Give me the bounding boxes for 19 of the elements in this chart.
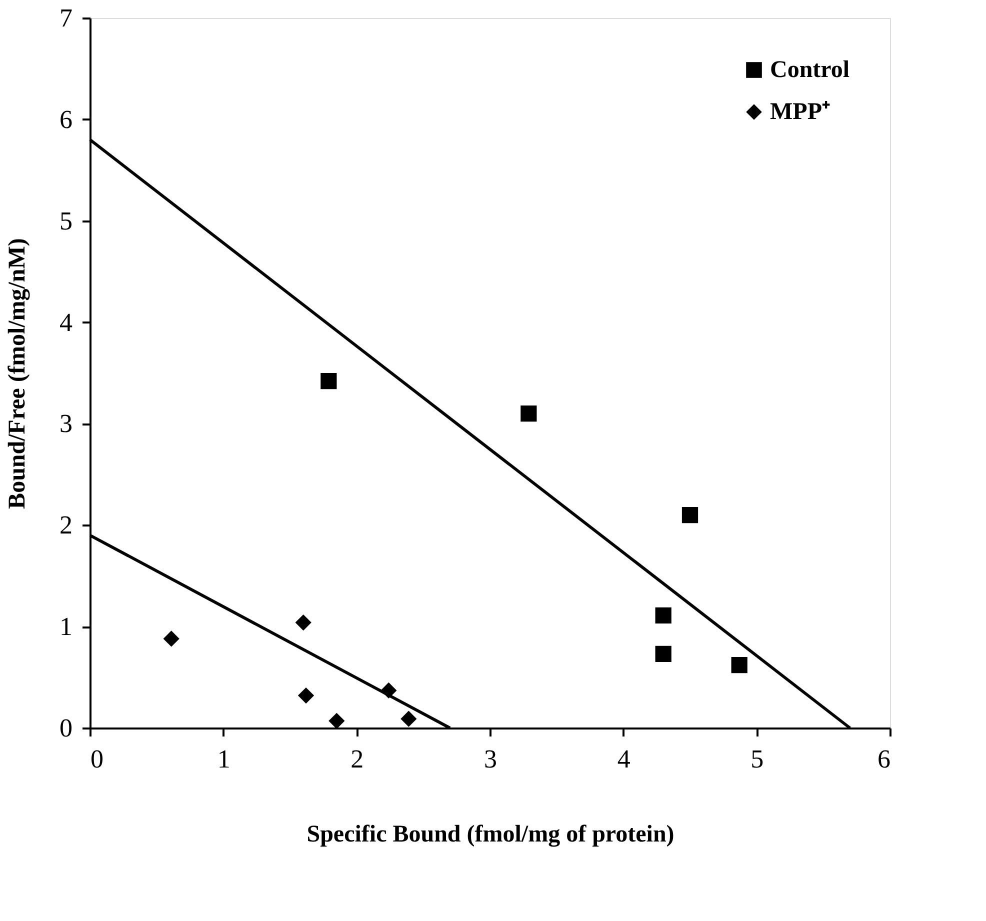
x-tick-label: 6 — [878, 744, 890, 774]
y-tick-label: 1 — [60, 612, 72, 642]
x-tick-label: 0 — [90, 744, 104, 774]
y-tick-label: 3 — [60, 409, 72, 438]
y-tick-label: 5 — [60, 206, 72, 236]
x-tick-label: 5 — [750, 744, 764, 774]
legend-label: Control — [770, 57, 850, 83]
legend-label: MPP⁺ — [770, 99, 830, 125]
x-tick-label: 3 — [484, 744, 497, 774]
y-tick-label: 2 — [60, 510, 72, 540]
x-axis-title: Specific Bound (fmol/mg of protein) — [306, 822, 674, 848]
y-axis-title: Bound/Free (fmol/mg/nM) — [4, 238, 30, 509]
x-tick-label: 4 — [617, 744, 630, 774]
x-tick-label: 2 — [350, 744, 364, 774]
x-tick-label: 1 — [217, 744, 230, 774]
y-tick-label: 0 — [60, 714, 72, 742]
y-tick-label: 4 — [60, 308, 72, 337]
y-tick-label: 7 — [60, 4, 72, 32]
y-tick-label: 6 — [60, 104, 72, 134]
